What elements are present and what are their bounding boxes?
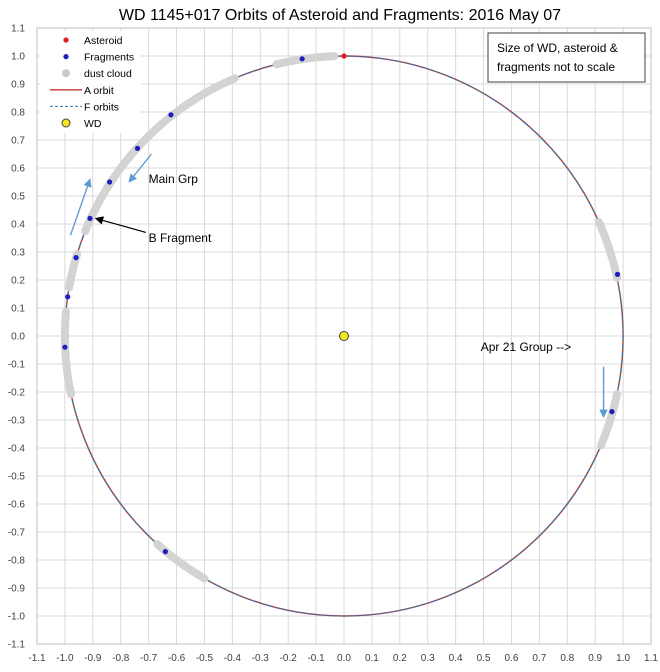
y-tick-label: -0.9	[8, 584, 26, 595]
motion-arrows	[69, 153, 608, 419]
grid	[36, 27, 652, 645]
y-tick-label: 1.0	[11, 52, 25, 63]
y-tick-label: -0.7	[8, 528, 26, 539]
motion-arrow-up	[69, 178, 92, 236]
legend-marker	[61, 118, 71, 128]
dust-arc	[60, 307, 76, 399]
white-dwarf-point	[339, 331, 349, 341]
legend-label: Fragments	[84, 52, 134, 64]
x-tick-label: 0.5	[477, 653, 491, 664]
y-tick-label: -1.0	[8, 612, 26, 623]
note-box	[487, 32, 646, 83]
fragment-point	[65, 294, 71, 300]
note-text: Size of WD, asteroid &	[497, 41, 618, 55]
dust-arc	[65, 250, 82, 292]
y-tick-label: -0.1	[8, 360, 26, 371]
y-tick-label: -0.8	[8, 556, 26, 567]
dust-arc	[81, 74, 239, 236]
dust-cloud	[60, 52, 621, 583]
x-tick-label: -0.2	[280, 653, 298, 664]
y-tick-label: -0.3	[8, 416, 26, 427]
x-tick-label: 0.2	[393, 653, 407, 664]
dust-arc	[153, 540, 209, 583]
y-tick-label: -0.6	[8, 500, 26, 511]
x-tick-label: -1.0	[56, 653, 74, 664]
y-tick-label: 0.0	[11, 332, 25, 343]
note-text: fragments not to scale	[497, 60, 615, 74]
fragment-point	[87, 215, 93, 221]
x-tick-label: -0.5	[196, 653, 214, 664]
x-tick-label: 0.3	[421, 653, 435, 664]
y-tick-label: -0.2	[8, 388, 26, 399]
x-tick-label: 1.0	[616, 653, 630, 664]
legend-marker	[63, 54, 69, 60]
plot-border	[36, 27, 652, 645]
legend: Asteroid Fragments dust cloud A orbit F orbi…	[40, 31, 141, 133]
fragment-point	[614, 271, 621, 277]
asteroid-point	[341, 53, 347, 59]
pointer-arrow-b-fragment	[94, 216, 147, 233]
legend-label: WD	[84, 118, 102, 130]
x-tick-label: 0.7	[532, 653, 546, 664]
x-tick-label: -0.9	[84, 653, 102, 664]
dust-arc	[594, 218, 621, 282]
fragment-point	[134, 145, 141, 151]
legend-label: A orbit	[84, 85, 114, 97]
x-tick-label: 0.1	[365, 653, 379, 664]
x-tick-label: -0.1	[307, 653, 325, 664]
x-tick-label: -0.8	[112, 653, 130, 664]
x-tick-label: 0.4	[449, 653, 463, 664]
y-tick-label: 0.4	[11, 220, 25, 231]
y-tick-label: -0.5	[8, 472, 26, 483]
fragment-point	[106, 179, 113, 185]
x-tick-label: -0.3	[252, 653, 270, 664]
legend-label: Asteroid	[84, 35, 123, 47]
y-tick-label: 0.2	[11, 276, 25, 287]
x-tick-label: 0.9	[588, 653, 602, 664]
annotation-label: Apr 21 Group -->	[481, 340, 571, 354]
y-tick-label: 0.9	[11, 80, 25, 91]
x-tick-label: -0.4	[224, 653, 242, 664]
annotation-label: B Fragment	[149, 231, 212, 245]
dust-arc	[596, 390, 621, 450]
annotations: Main Grp B Fragment Apr 21 Group -->	[149, 172, 571, 354]
y-tick-label: 0.1	[11, 304, 25, 315]
fragment-point	[609, 409, 615, 415]
y-tick-label: -1.1	[8, 640, 26, 651]
fragment-point	[299, 56, 305, 62]
x-tick-label: 1.1	[644, 653, 658, 664]
data-points	[62, 53, 621, 555]
legend-label: F orbits	[84, 101, 119, 113]
x-tick-label: 0.8	[560, 653, 574, 664]
legend-box	[40, 31, 141, 133]
legend-marker	[63, 37, 69, 43]
x-tick-label: 0.0	[337, 653, 351, 664]
y-tick-label: 1.1	[11, 24, 25, 35]
y-tick-label: 0.5	[11, 192, 25, 203]
y-tick-label: 0.8	[11, 108, 25, 119]
fragment-point	[62, 344, 68, 350]
x-tick-label: -0.7	[140, 653, 158, 664]
x-tick-label: -1.1	[28, 653, 46, 664]
fragment-point	[73, 255, 79, 261]
legend-label: dust cloud	[84, 68, 132, 80]
scale-note: Size of WD, asteroid & fragments not to s…	[487, 32, 646, 83]
fragment-point	[162, 549, 168, 555]
legend-marker	[62, 69, 70, 78]
y-tick-label: 0.7	[11, 136, 25, 147]
axis-ticks: -1.1 -1.0 -0.9 -0.8 -0.7 -0.6 -0.5 -0.4 -0.3 -0.2…	[8, 24, 659, 665]
y-tick-label: -0.4	[8, 444, 26, 455]
x-tick-label: -0.6	[168, 653, 186, 664]
dust-arc	[272, 52, 339, 69]
annotation-label: Main Grp	[149, 172, 199, 186]
motion-arrow-down	[128, 153, 152, 183]
chart-title: WD 1145+017 Orbits of Asteroid and Fragm…	[119, 7, 561, 24]
fragment-point	[168, 112, 174, 118]
x-tick-label: 0.6	[505, 653, 519, 664]
y-tick-label: 0.3	[11, 248, 25, 259]
y-tick-label: 0.6	[11, 164, 25, 175]
